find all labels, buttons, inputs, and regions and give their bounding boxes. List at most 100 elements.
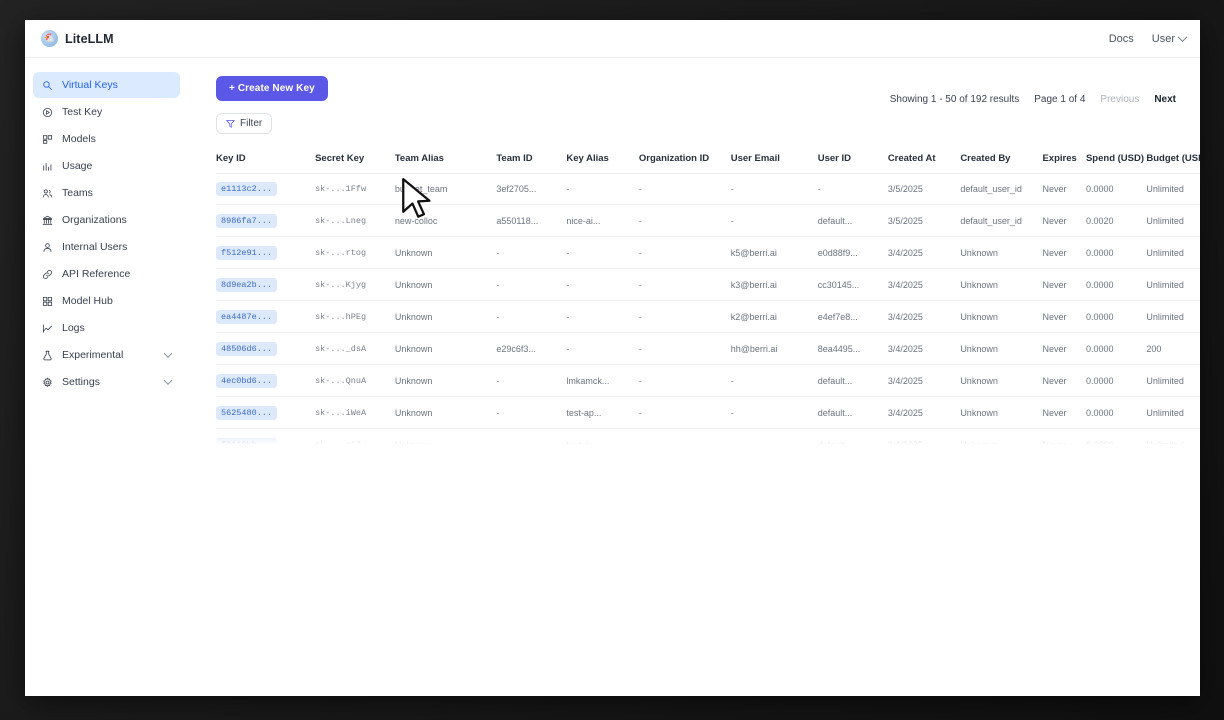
key-id-pill[interactable]: 48506d6...: [216, 341, 278, 356]
chevron-down-icon[interactable]: [163, 376, 173, 385]
cell-expires: Never: [1042, 300, 1086, 333]
table-row[interactable]: f512e91... sk-...rtog Unknown - - - k5@berri.a…: [216, 236, 1200, 269]
key-id-pill[interactable]: f512e91...: [216, 245, 278, 260]
cell-created-by: Unknown: [960, 428, 1043, 448]
cell-created-at: 3/4/2025: [887, 268, 961, 301]
llama-logo-icon: 🐔: [41, 30, 58, 47]
table-row[interactable]: 8986fa7... sk-...Lneg new-colloc a550118...…: [216, 204, 1200, 237]
sidebar-item-teams[interactable]: Teams: [33, 180, 180, 206]
filter-button[interactable]: Filter: [216, 113, 273, 134]
cell-created-by: Unknown: [960, 396, 1043, 429]
cell-expires: Never: [1042, 204, 1086, 237]
cell-key-alias: test-ap...: [566, 396, 639, 429]
column-header-team-alias[interactable]: Team Alias: [394, 146, 497, 174]
cell-spend: 0.0020: [1085, 204, 1147, 237]
key-id-pill[interactable]: 8d9ea2b...: [216, 277, 278, 292]
column-header-key-id[interactable]: Key ID: [216, 146, 316, 174]
cell-secret-key: sk-...hPEg: [315, 300, 395, 333]
table-row[interactable]: f2110bb... sk-...cC7w Unknown - testnjn... - -…: [216, 428, 1200, 448]
cell-user-id: default...: [817, 396, 888, 429]
sidebar-item-label: Settings: [62, 376, 100, 388]
sidebar-item-organizations[interactable]: Organizations: [33, 207, 180, 233]
cell-key-id: ea4487e...: [216, 300, 316, 333]
sidebar-item-models[interactable]: Models: [33, 126, 180, 152]
cell-key-alias: testnjn...: [566, 428, 639, 448]
cell-created-at: 3/5/2025: [887, 204, 961, 237]
pagination-controls: Showing 1 - 50 of 192 results Page 1 of …: [890, 94, 1176, 105]
cell-user-id: e4ef7e8...: [817, 300, 888, 333]
column-header-key-alias[interactable]: Key Alias: [566, 146, 639, 174]
cell-team-alias: Unknown: [394, 364, 497, 397]
column-header-created-at[interactable]: Created At: [887, 146, 961, 174]
sidebar-item-virtual-keys[interactable]: Virtual Keys: [33, 72, 180, 98]
key-id-pill[interactable]: e1113c2...: [216, 182, 278, 196]
cell-org-id: -: [638, 300, 731, 333]
cell-key-alias: -: [566, 268, 639, 301]
layers-icon: [42, 134, 53, 145]
sidebar-item-model-hub[interactable]: Model Hub: [33, 288, 180, 314]
sidebar-item-label: Virtual Keys: [62, 79, 118, 91]
cell-user-email: -: [730, 173, 818, 205]
column-header-created-by[interactable]: Created By: [960, 146, 1043, 174]
sidebar-item-usage[interactable]: Usage: [33, 153, 180, 179]
create-new-key-button[interactable]: + Create New Key: [216, 76, 328, 101]
bar-chart-icon: [42, 161, 53, 172]
key-id-pill[interactable]: f2110bb...: [216, 437, 278, 448]
table-row[interactable]: 48506d6... sk-..._dsA Unknown e29c6f3... - - h…: [216, 332, 1200, 365]
sidebar-item-logs[interactable]: Logs: [33, 315, 180, 341]
cell-team-id: -: [496, 268, 567, 301]
table-row[interactable]: ea4487e... sk-...hPEg Unknown - - - k2@berri.a…: [216, 300, 1200, 333]
sidebar-item-label: API Reference: [62, 268, 131, 280]
gear-icon: [42, 377, 53, 388]
user-menu[interactable]: User: [1152, 32, 1188, 45]
cell-team-alias: budget_team: [394, 173, 497, 205]
cell-user-id: default...: [817, 428, 888, 448]
cell-team-alias: Unknown: [394, 332, 497, 365]
table-row[interactable]: e1113c2... sk-...1Ffw budget_team 3ef2705..…: [216, 173, 1200, 205]
cell-user-id: default...: [817, 204, 888, 237]
sidebar-item-label: Model Hub: [62, 295, 113, 307]
chevron-down-icon: [1177, 32, 1188, 43]
column-header-user-id[interactable]: User ID: [817, 146, 888, 174]
sidebar-item-api-reference[interactable]: API Reference: [33, 261, 180, 287]
sidebar-item-experimental[interactable]: Experimental: [33, 342, 180, 368]
keys-table-container[interactable]: Key ID Secret Key Team Alias Team ID Key Ali…: [216, 146, 1200, 448]
table-header: Key ID Secret Key Team Alias Team ID Key Ali…: [216, 146, 1200, 174]
table-row[interactable]: 5625480... sk-...iWeA Unknown - test-ap... - -…: [216, 396, 1200, 429]
previous-page-button[interactable]: Previous: [1100, 94, 1140, 105]
cell-spend: 0.0000: [1085, 428, 1147, 448]
column-header-expires[interactable]: Expires: [1042, 146, 1086, 174]
brand[interactable]: 🐔 LiteLLM: [41, 30, 114, 47]
cell-team-alias: Unknown: [394, 428, 497, 448]
column-header-team-id[interactable]: Team ID: [496, 146, 567, 174]
docs-link[interactable]: Docs: [1108, 32, 1134, 45]
table-row[interactable]: 8d9ea2b... sk-...Kjyg Unknown - - - k3@berri.a…: [216, 268, 1200, 301]
key-id-pill[interactable]: 5625480...: [216, 405, 278, 420]
line-chart-icon: [42, 323, 53, 334]
cell-key-alias: -: [566, 173, 639, 205]
column-header-spend-usd[interactable]: Spend (USD): [1085, 146, 1147, 174]
cell-created-at: 3/4/2025: [887, 428, 961, 448]
column-header-organization-id[interactable]: Organization ID: [638, 146, 731, 174]
column-header-secret-key[interactable]: Secret Key: [315, 146, 395, 174]
sidebar-item-label: Teams: [62, 187, 93, 199]
key-id-pill[interactable]: 4ec0bd6...: [216, 373, 278, 388]
next-page-button[interactable]: Next: [1154, 94, 1176, 105]
cell-budget: 200: [1146, 332, 1200, 365]
cell-spend: 0.0000: [1085, 396, 1147, 429]
cell-key-id: 5625480...: [216, 396, 316, 429]
cell-user-email: k2@berri.ai: [730, 300, 818, 333]
sidebar-item-settings[interactable]: Settings: [33, 369, 180, 395]
sidebar-item-internal-users[interactable]: Internal Users: [33, 234, 180, 260]
column-header-user-email[interactable]: User Email: [730, 146, 818, 174]
cell-expires: Never: [1042, 173, 1086, 205]
chevron-down-icon[interactable]: [163, 349, 173, 358]
sidebar-item-test-key[interactable]: Test Key: [33, 99, 180, 125]
column-header-budget-usd[interactable]: Budget (USD): [1146, 146, 1200, 174]
table-row[interactable]: 4ec0bd6... sk-...QnuA Unknown - lmkamck... - -…: [216, 364, 1200, 397]
key-id-pill[interactable]: ea4487e...: [216, 309, 278, 324]
cell-created-by: Unknown: [960, 300, 1043, 333]
filter-icon: [226, 120, 235, 128]
pagination-showing: Showing 1 - 50 of 192 results: [889, 94, 1020, 105]
key-id-pill[interactable]: 8986fa7...: [216, 213, 278, 228]
